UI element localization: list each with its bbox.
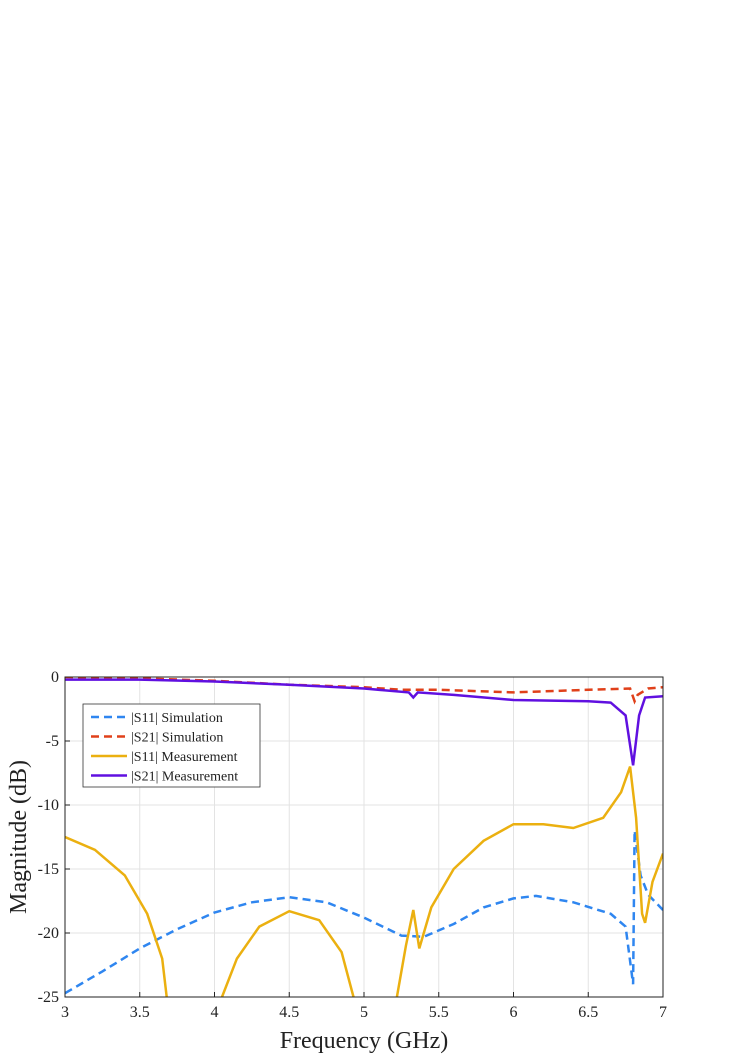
y-tick-label: -25 [38,989,59,1006]
x-tick-label: 3.5 [130,1004,150,1021]
legend-box [82,703,261,788]
x-tick-label: 5 [360,1004,368,1021]
y-tick-label: -10 [38,797,59,814]
plot-lines [65,677,663,997]
x-axis-label: Frequency (GHz) [280,1028,449,1054]
y-axis-label: Magnitude (dB) [6,760,32,914]
legend-label: |S11| Simulation [131,711,223,726]
plot-frame [64,676,664,998]
x-tick-label: 6.5 [578,1004,598,1021]
x-tick-label: 4.5 [279,1004,299,1021]
series-line [65,678,663,766]
x-tick-label: 5.5 [429,1004,449,1021]
legend-label: |S21| Measurement [131,770,238,785]
x-tick-label: 6 [510,1004,518,1021]
y-tick-label: -20 [38,925,59,942]
y-tick-label: 0 [51,669,59,686]
series-line [65,830,663,995]
legend-label: |S21| Simulation [131,731,223,746]
y-tick-label: -15 [38,861,59,878]
x-tick-label: 7 [659,1004,667,1021]
series-line [65,766,663,997]
x-tick-label: 4 [211,1004,219,1021]
x-tick-label: 3 [61,1004,69,1021]
y-tick-label: -5 [46,733,59,750]
legend-label: |S11| Measurement [131,750,238,765]
